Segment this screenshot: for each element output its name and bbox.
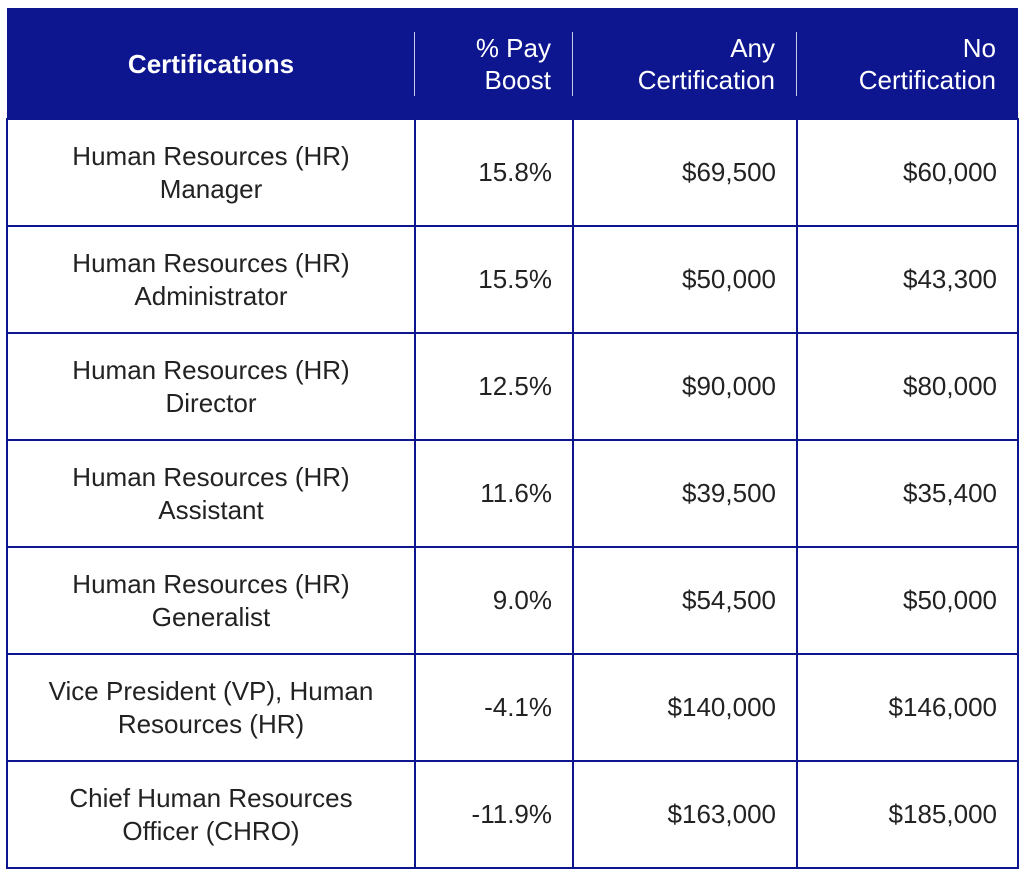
cell-any-certification: $90,000 [572, 332, 798, 441]
role-line1: Human Resources (HR) [72, 247, 350, 278]
cell-no-certification: $185,000 [796, 760, 1019, 869]
cell-no-certification: $50,000 [796, 546, 1019, 655]
cell-pay-boost: -11.9% [414, 760, 574, 869]
role-line2: Officer (CHRO) [122, 815, 300, 846]
role-line1: Human Resources (HR) [72, 140, 350, 171]
header-row: Certifications % Pay Boost Any Certifica… [7, 8, 1018, 119]
cell-role: Human Resources (HR) Generalist [6, 546, 416, 655]
header-pay-boost-line1: % Pay [475, 33, 551, 63]
cell-role: Human Resources (HR) Manager [6, 118, 416, 227]
header-certifications: Certifications [7, 8, 415, 119]
role-line2: Administrator [134, 280, 288, 311]
table-body: Human Resources (HR) Manager 15.8% $69,5… [6, 118, 1019, 869]
cell-pay-boost: -4.1% [414, 653, 574, 762]
cell-pay-boost: 9.0% [414, 546, 574, 655]
header-any-certification-line1: Any [730, 33, 775, 63]
role-line1: Human Resources (HR) [72, 461, 350, 492]
table-row: Human Resources (HR) Manager 15.8% $69,5… [6, 118, 1019, 227]
table-row: Human Resources (HR) Director 12.5% $90,… [6, 332, 1019, 441]
role-line2: Generalist [151, 601, 271, 632]
cell-role: Human Resources (HR) Assistant [6, 439, 416, 548]
cell-no-certification: $146,000 [796, 653, 1019, 762]
cell-any-certification: $69,500 [572, 118, 798, 227]
cell-pay-boost: 11.6% [414, 439, 574, 548]
cell-no-certification: $35,400 [796, 439, 1019, 548]
header-any-certification-line2: Certification [637, 65, 775, 95]
header-pay-boost-line2: Boost [484, 65, 552, 95]
table-row: Human Resources (HR) Assistant 11.6% $39… [6, 439, 1019, 548]
cell-any-certification: $39,500 [572, 439, 798, 548]
cell-any-certification: $50,000 [572, 225, 798, 334]
cell-pay-boost: 12.5% [414, 332, 574, 441]
cell-role: Vice President (VP), Human Resources (HR… [6, 653, 416, 762]
table-row: Chief Human Resources Officer (CHRO) -11… [6, 760, 1019, 869]
table-row: Human Resources (HR) Generalist 9.0% $54… [6, 546, 1019, 655]
table-row: Vice President (VP), Human Resources (HR… [6, 653, 1019, 762]
role-line2: Director [165, 387, 257, 418]
header-certifications-label: Certifications [127, 49, 295, 79]
role-line1: Human Resources (HR) [72, 354, 350, 385]
cell-role: Human Resources (HR) Director [6, 332, 416, 441]
cell-any-certification: $140,000 [572, 653, 798, 762]
header-no-certification: No Certification [797, 8, 1018, 119]
table-row: Human Resources (HR) Administrator 15.5%… [6, 225, 1019, 334]
cell-any-certification: $163,000 [572, 760, 798, 869]
certification-pay-table-container: Certifications % Pay Boost Any Certifica… [6, 8, 1019, 869]
role-line1: Vice President (VP), Human [48, 675, 374, 706]
role-line1: Human Resources (HR) [72, 568, 350, 599]
role-line2: Resources (HR) [117, 708, 305, 739]
table-header: Certifications % Pay Boost Any Certifica… [7, 8, 1018, 119]
cell-pay-boost: 15.5% [414, 225, 574, 334]
header-no-certification-line2: Certification [858, 65, 996, 95]
cell-no-certification: $60,000 [796, 118, 1019, 227]
cell-no-certification: $43,300 [796, 225, 1019, 334]
certification-pay-table: Certifications % Pay Boost Any Certifica… [6, 8, 1019, 869]
cell-pay-boost: 15.8% [414, 118, 574, 227]
cell-role: Human Resources (HR) Administrator [6, 225, 416, 334]
header-any-certification: Any Certification [573, 8, 797, 119]
role-line1: Chief Human Resources [69, 782, 353, 813]
cell-role: Chief Human Resources Officer (CHRO) [6, 760, 416, 869]
header-no-certification-line1: No [962, 33, 996, 63]
cell-no-certification: $80,000 [796, 332, 1019, 441]
role-line2: Assistant [158, 494, 264, 525]
role-line2: Manager [159, 173, 263, 204]
cell-any-certification: $54,500 [572, 546, 798, 655]
header-pay-boost: % Pay Boost [415, 8, 573, 119]
